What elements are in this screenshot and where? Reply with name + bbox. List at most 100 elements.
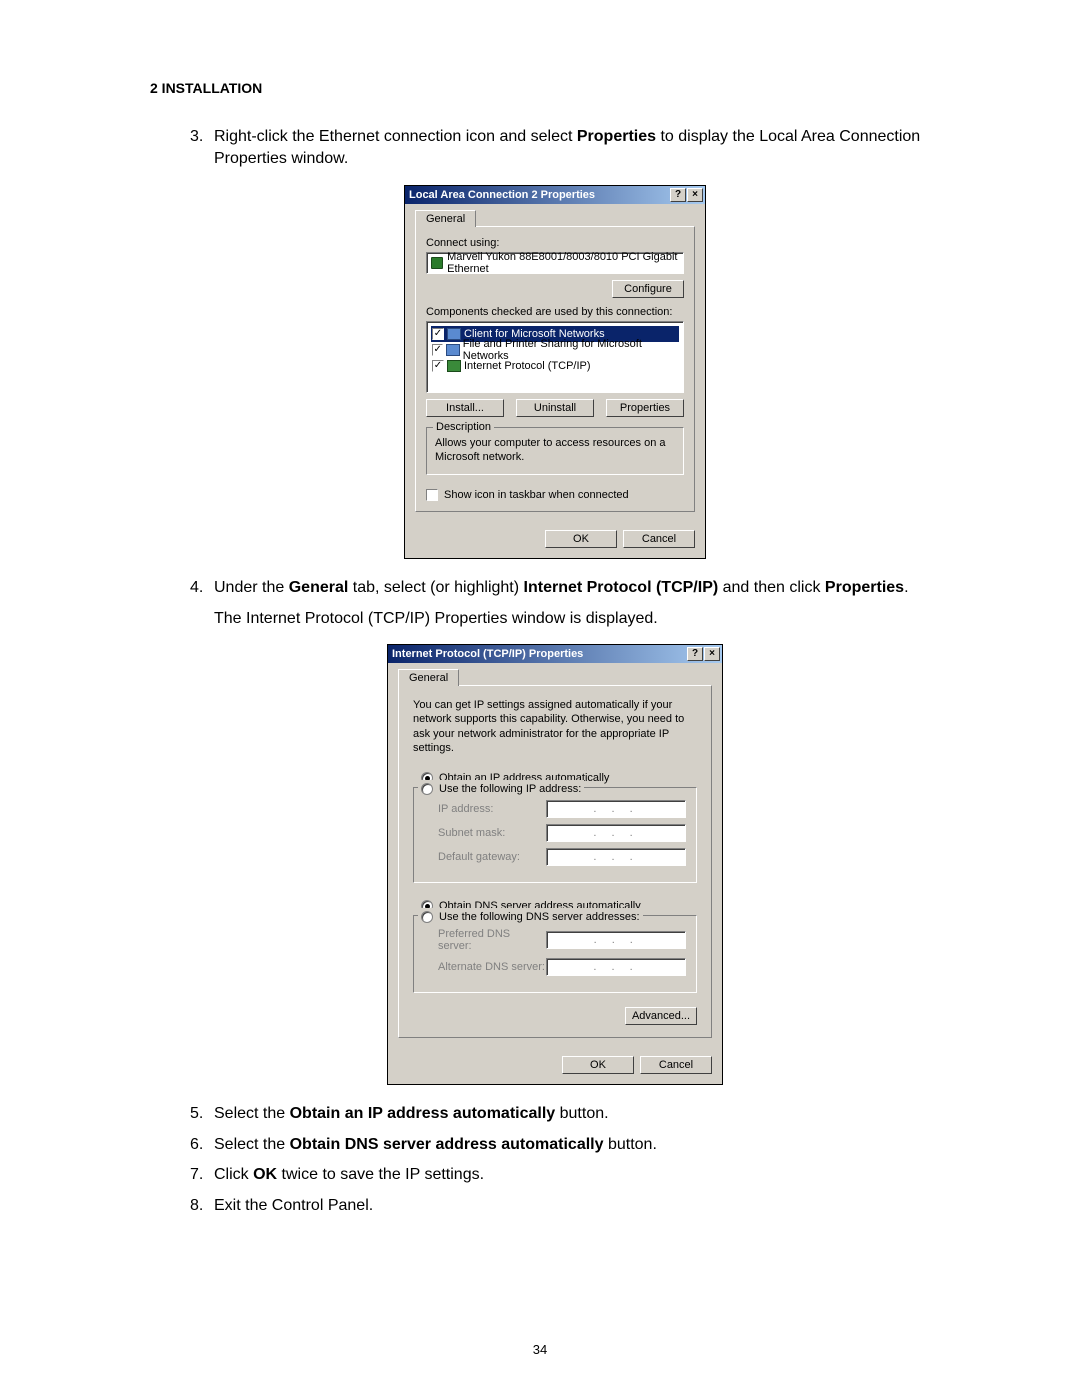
page-number: 34 bbox=[533, 1342, 547, 1357]
screenshot-1-wrap: Local Area Connection 2 Properties ? × G… bbox=[150, 185, 960, 560]
lan-titlebar: Local Area Connection 2 Properties ? × bbox=[405, 186, 705, 204]
step-8-num: 8. bbox=[190, 1195, 203, 1217]
description-text: Allows your computer to access resources… bbox=[435, 436, 675, 465]
subnet-label: Subnet mask: bbox=[424, 827, 505, 839]
gateway-input: . . . bbox=[546, 848, 686, 866]
components-label: Components checked are used by this conn… bbox=[426, 306, 684, 318]
uninstall-button[interactable]: Uninstall bbox=[516, 399, 594, 417]
tab-general[interactable]: General bbox=[398, 669, 459, 686]
radio-icon[interactable] bbox=[421, 783, 433, 795]
pref-dns-input: . . . bbox=[546, 931, 686, 949]
lan-tabpanel: Connect using: Marvell Yukon 88E8001/800… bbox=[415, 226, 695, 513]
step-6-pre: Select the bbox=[214, 1136, 290, 1153]
use-ip-groupbox: Use the following IP address: IP address… bbox=[413, 787, 697, 883]
step-7-post: twice to save the IP settings. bbox=[277, 1166, 484, 1183]
step-3-bold: Properties bbox=[577, 128, 656, 145]
alt-dns-label: Alternate DNS server: bbox=[424, 961, 545, 973]
checkbox-icon[interactable]: ✓ bbox=[432, 360, 444, 372]
ok-button[interactable]: OK bbox=[545, 530, 617, 548]
step-6-bold: Obtain DNS server address automatically bbox=[290, 1136, 604, 1153]
tab-general[interactable]: General bbox=[415, 210, 476, 227]
component-buttons: Install... Uninstall Properties bbox=[426, 399, 684, 417]
advanced-button[interactable]: Advanced... bbox=[625, 1007, 697, 1025]
step-5-num: 5. bbox=[190, 1103, 203, 1125]
use-dns-radio-row[interactable]: Use the following DNS server addresses: bbox=[418, 908, 643, 926]
checkbox-icon[interactable]: ✓ bbox=[432, 328, 444, 340]
step-3: 3. Right-click the Ethernet connection i… bbox=[190, 126, 960, 171]
screenshot-2-wrap: Internet Protocol (TCP/IP) Properties ? … bbox=[150, 644, 960, 1085]
gateway-row: Default gateway: . . . bbox=[424, 848, 686, 866]
ip-address-input: . . . bbox=[546, 800, 686, 818]
tcpip-title: Internet Protocol (TCP/IP) Properties bbox=[392, 648, 583, 660]
properties-button[interactable]: Properties bbox=[606, 399, 684, 417]
step-4-num: 4. bbox=[190, 577, 203, 599]
step-4-pre: Under the bbox=[214, 579, 289, 596]
help-icon[interactable]: ? bbox=[687, 647, 703, 661]
step-4: 4. Under the General tab, select (or hig… bbox=[190, 577, 960, 599]
subnet-input: . . . bbox=[546, 824, 686, 842]
step-3-num: 3. bbox=[190, 126, 203, 148]
cancel-button[interactable]: Cancel bbox=[623, 530, 695, 548]
gateway-label: Default gateway: bbox=[424, 851, 520, 863]
description-title: Description bbox=[433, 421, 494, 433]
comp-row-fileshare[interactable]: ✓ File and Printer Sharing for Microsoft… bbox=[431, 342, 679, 358]
ip-address-row: IP address: . . . bbox=[424, 800, 686, 818]
tcpip-tabstrip: General bbox=[398, 669, 712, 686]
configure-row: Configure bbox=[426, 280, 684, 298]
tcpip-titlebar: Internet Protocol (TCP/IP) Properties ? … bbox=[388, 645, 722, 663]
show-icon-row: Show icon in taskbar when connected bbox=[426, 489, 684, 501]
step-6-num: 6. bbox=[190, 1134, 203, 1156]
pref-dns-label: Preferred DNS server: bbox=[424, 928, 546, 952]
description-groupbox: Description Allows your computer to acce… bbox=[426, 427, 684, 476]
subnet-row: Subnet mask: . . . bbox=[424, 824, 686, 842]
help-icon[interactable]: ? bbox=[670, 188, 686, 202]
step-7-pre: Click bbox=[214, 1166, 253, 1183]
close-icon[interactable]: × bbox=[687, 188, 703, 202]
alt-dns-row: Alternate DNS server: . . . bbox=[424, 958, 686, 976]
step-5-post: button. bbox=[555, 1105, 608, 1122]
alt-dns-input: . . . bbox=[546, 958, 686, 976]
tcpip-info: You can get IP settings assigned automat… bbox=[413, 698, 697, 755]
step-list: 3. Right-click the Ethernet connection i… bbox=[150, 126, 960, 171]
step-4-b1: General bbox=[289, 579, 349, 596]
step-7-bold: OK bbox=[253, 1166, 277, 1183]
section-heading: 2 INSTALLATION bbox=[150, 80, 960, 96]
tcpip-titlebar-buttons: ? × bbox=[687, 647, 720, 661]
lan-tabstrip: General bbox=[415, 210, 695, 227]
step-7: 7. Click OK twice to save the IP setting… bbox=[190, 1164, 960, 1186]
adapter-field: Marvell Yukon 88E8001/8003/8010 PCI Giga… bbox=[426, 252, 684, 274]
protocol-icon bbox=[447, 360, 461, 372]
use-dns-groupbox: Use the following DNS server addresses: … bbox=[413, 915, 697, 993]
checkbox-icon[interactable]: ✓ bbox=[432, 344, 443, 356]
configure-button[interactable]: Configure bbox=[612, 280, 684, 298]
close-icon[interactable]: × bbox=[704, 647, 720, 661]
step-6: 6. Select the Obtain DNS server address … bbox=[190, 1134, 960, 1156]
radio-icon[interactable] bbox=[421, 911, 433, 923]
ip-address-label: IP address: bbox=[424, 803, 493, 815]
step-5-pre: Select the bbox=[214, 1105, 290, 1122]
cancel-button[interactable]: Cancel bbox=[640, 1056, 712, 1074]
lan-properties-dialog: Local Area Connection 2 Properties ? × G… bbox=[404, 185, 706, 560]
install-button[interactable]: Install... bbox=[426, 399, 504, 417]
step-5: 5. Select the Obtain an IP address autom… bbox=[190, 1103, 960, 1125]
step-4-post: . bbox=[904, 579, 908, 596]
lan-title: Local Area Connection 2 Properties bbox=[409, 189, 595, 201]
tcpip-tabpanel: You can get IP settings assigned automat… bbox=[398, 685, 712, 1038]
comp-label-1: File and Printer Sharing for Microsoft N… bbox=[463, 338, 678, 362]
lan-body: General Connect using: Marvell Yukon 88E… bbox=[405, 204, 705, 523]
comp-label-2: Internet Protocol (TCP/IP) bbox=[464, 360, 591, 372]
use-ip-radio-row[interactable]: Use the following IP address: bbox=[418, 780, 584, 798]
connect-using-label: Connect using: bbox=[426, 237, 684, 249]
use-dns-label: Use the following DNS server addresses: bbox=[439, 911, 640, 923]
step-list-5-8: 5. Select the Obtain an IP address autom… bbox=[150, 1103, 960, 1217]
lan-titlebar-buttons: ? × bbox=[670, 188, 703, 202]
pref-dns-row: Preferred DNS server: . . . bbox=[424, 928, 686, 952]
step-list-4: 4. Under the General tab, select (or hig… bbox=[150, 577, 960, 599]
components-listbox[interactable]: ✓ Client for Microsoft Networks ✓ File a… bbox=[426, 321, 684, 393]
ok-button[interactable]: OK bbox=[562, 1056, 634, 1074]
step-3-pre: Right-click the Ethernet connection icon… bbox=[214, 128, 577, 145]
nic-icon bbox=[431, 257, 443, 269]
step-4-m1: tab, select (or highlight) bbox=[348, 579, 523, 596]
step-4-sub: The Internet Protocol (TCP/IP) Propertie… bbox=[214, 608, 960, 630]
show-icon-checkbox[interactable] bbox=[426, 489, 438, 501]
